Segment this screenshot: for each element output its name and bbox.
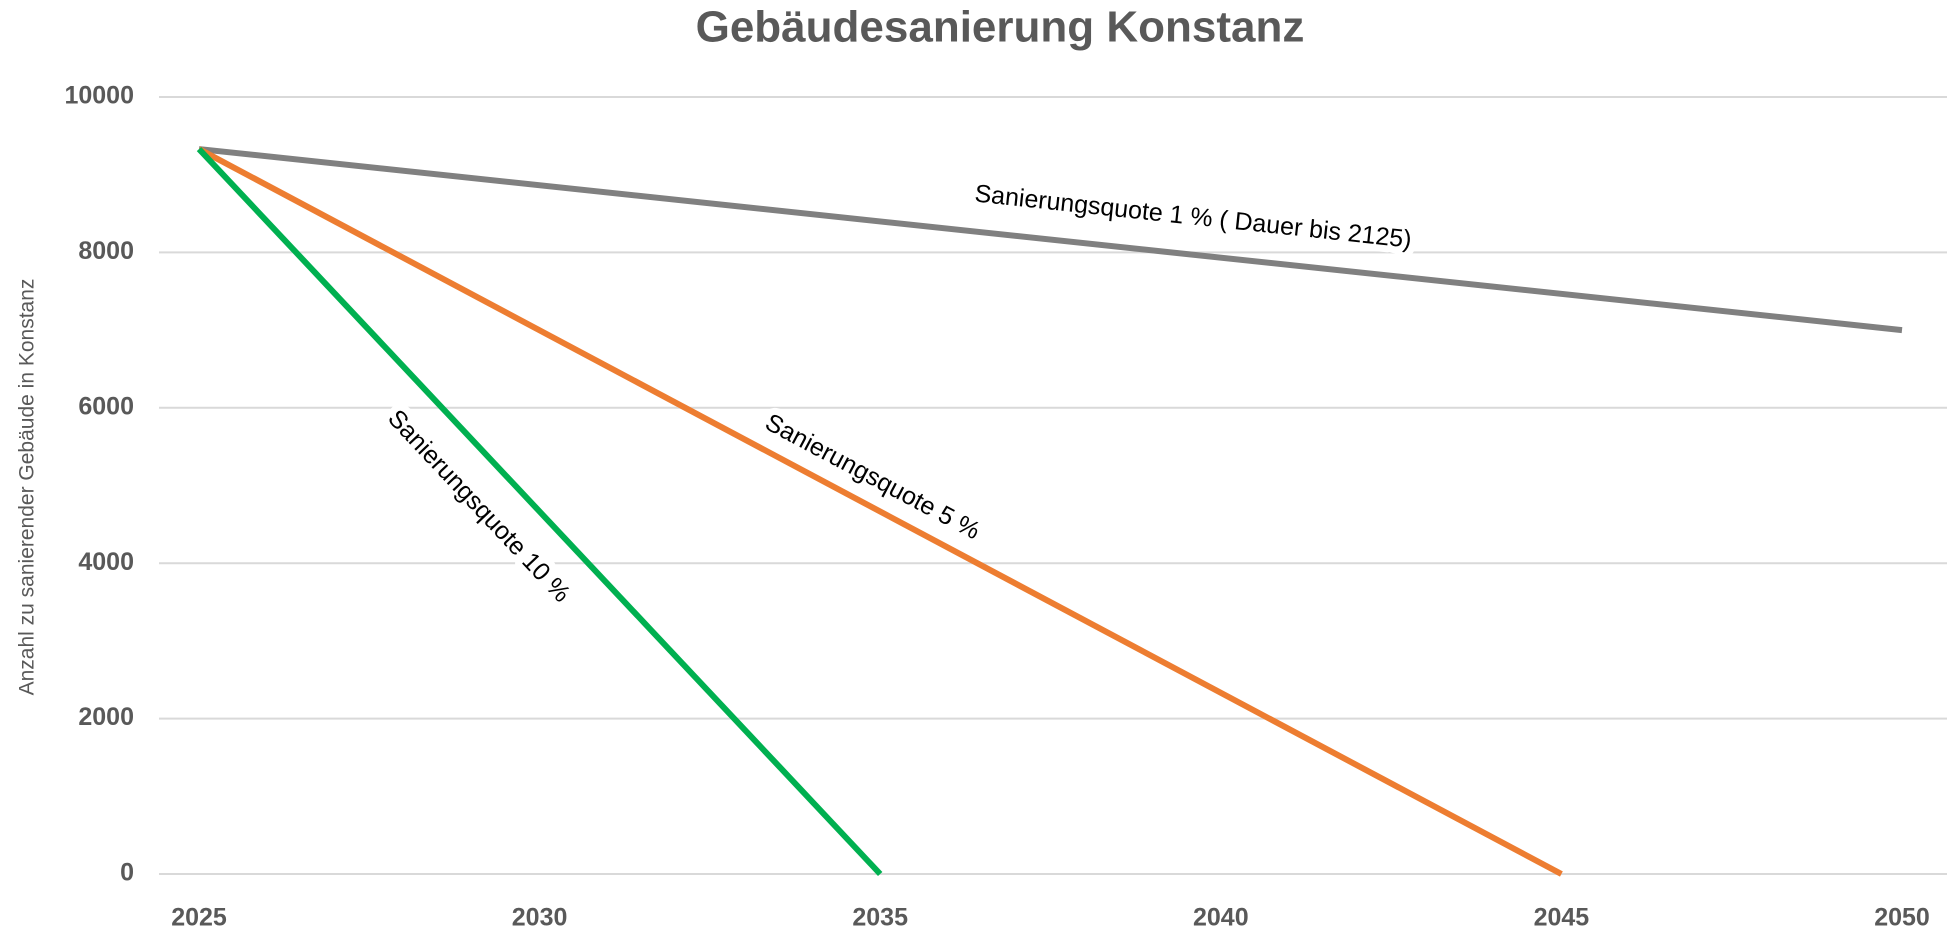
x-tick-label: 2050	[1874, 904, 1930, 932]
x-tick-label: 2025	[171, 904, 227, 932]
line-series	[197, 146, 1563, 877]
series-label: Sanierungsquote 5 %	[761, 408, 985, 545]
series-label: Sanierungsquote 1 % ( Dauer bis 2125)	[973, 179, 1413, 253]
y-tick-label: 4000	[78, 548, 134, 576]
x-tick-label: 2035	[852, 904, 908, 932]
y-tick-label: 10000	[64, 82, 134, 110]
x-tick-label: 2045	[1534, 904, 1590, 932]
y-tick-label: 2000	[78, 703, 134, 731]
y-axis-label: Anzahl zu sanierender Gebäude in Konstan…	[16, 279, 39, 696]
y-tick-label: 0	[120, 859, 134, 887]
x-tick-label: 2040	[1193, 904, 1249, 932]
x-tick-label: 2030	[512, 904, 568, 932]
chart-title: Gebäudesanierung Konstanz	[696, 3, 1305, 52]
y-tick-label: 6000	[78, 392, 134, 420]
y-tick-label: 8000	[78, 237, 134, 265]
line-series	[196, 147, 883, 877]
line-series	[198, 146, 1903, 334]
series-label: Sanierungsquote 10 %	[382, 404, 576, 608]
